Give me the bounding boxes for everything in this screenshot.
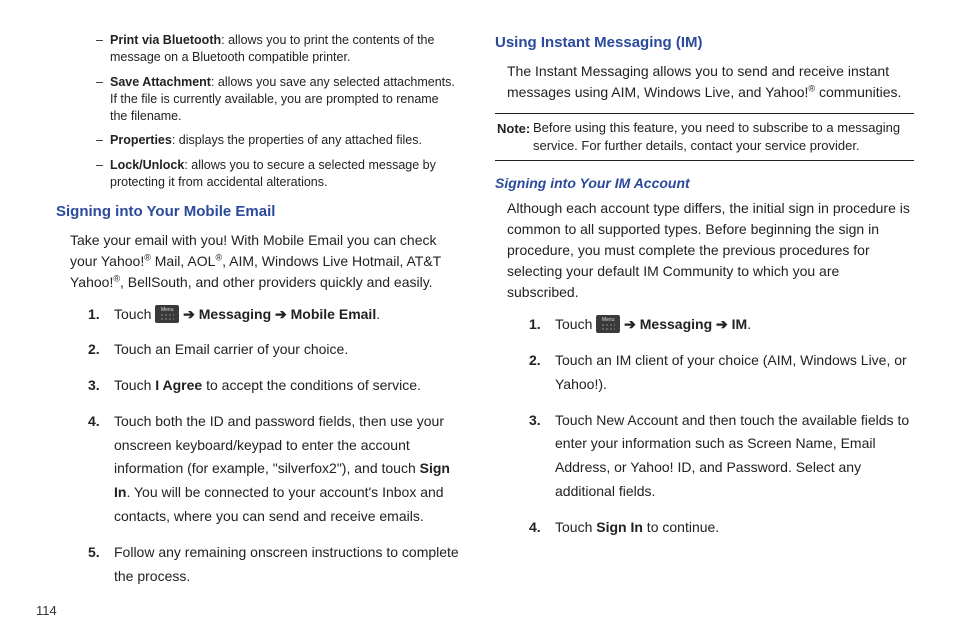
arrow-icon: ➔ (712, 316, 732, 332)
reg-mark: ® (113, 273, 120, 283)
note-text: Before using this feature, you need to s… (497, 119, 912, 154)
step-bold: I Agree (155, 377, 202, 393)
intro-part: , BellSouth, and other providers quickly… (120, 274, 433, 290)
list-item: 5. Follow any remaining onscreen instruc… (88, 541, 459, 589)
dash-item: Lock/Unlock: allows you to secure a sele… (96, 157, 459, 191)
step-text: Touch both the ID and password fields, t… (114, 413, 444, 477)
list-item: 1. Touch ➔ Messaging ➔ IM. (529, 313, 914, 337)
step-text: Follow any remaining onscreen instructio… (114, 544, 459, 584)
step-text: Touch an Email carrier of your choice. (114, 341, 348, 357)
menu-icon (155, 305, 179, 323)
dash-label: Save Attachment (110, 75, 211, 89)
step-bold: Sign In (596, 519, 643, 535)
step-number: 3. (529, 409, 541, 433)
step-text: to continue. (643, 519, 719, 535)
step-number: 4. (529, 516, 541, 540)
intro-text: Take your email with you! With Mobile Em… (40, 230, 459, 293)
note-label: Note: (497, 121, 530, 136)
step-number: 3. (88, 374, 100, 398)
page-container: Print via Bluetooth: allows you to print… (0, 0, 954, 636)
step-text: . (747, 316, 751, 332)
arrow-icon: ➔ (271, 306, 291, 322)
dash-label: Lock/Unlock (110, 158, 184, 172)
note-block: Note: Before using this feature, you nee… (495, 113, 914, 162)
step-number: 5. (88, 541, 100, 565)
step-text: Touch (555, 316, 596, 332)
step-text: . You will be connected to your account'… (114, 484, 444, 524)
step-bold: Messaging (199, 306, 271, 322)
step-text: Touch (114, 306, 155, 322)
step-bold: Mobile Email (291, 306, 377, 322)
dash-text: : displays the properties of any attache… (172, 133, 422, 147)
list-item: 2. Touch an IM client of your choice (AI… (529, 349, 914, 397)
dash-label: Print via Bluetooth (110, 33, 221, 47)
step-text: Touch New Account and then touch the ava… (555, 412, 909, 499)
numbered-list: 1. Touch ➔ Messaging ➔ Mobile Email. 2. … (40, 303, 459, 589)
step-number: 1. (529, 313, 541, 337)
right-column: Using Instant Messaging (IM) The Instant… (495, 32, 914, 616)
step-text: . (376, 306, 380, 322)
list-item: 4. Touch Sign In to continue. (529, 516, 914, 540)
menu-icon (596, 315, 620, 333)
section-heading-mobile-email: Signing into Your Mobile Email (40, 201, 459, 224)
step-bold: IM (732, 316, 748, 332)
sub-intro: Although each account type differs, the … (495, 198, 914, 303)
step-number: 4. (88, 410, 100, 434)
step-text: Touch an IM client of your choice (AIM, … (555, 352, 907, 392)
dash-item: Save Attachment: allows you save any sel… (96, 74, 459, 125)
page-number: 114 (36, 603, 57, 618)
step-number: 2. (88, 338, 100, 362)
dash-list: Print via Bluetooth: allows you to print… (40, 32, 459, 191)
numbered-list-right: 1. Touch ➔ Messaging ➔ IM. 2. Touch an I… (495, 313, 914, 539)
left-column: Print via Bluetooth: allows you to print… (40, 32, 459, 616)
list-item: 2. Touch an Email carrier of your choice… (88, 338, 459, 362)
step-text: to accept the conditions of service. (202, 377, 421, 393)
reg-mark: ® (144, 252, 151, 262)
arrow-icon: ➔ (620, 316, 640, 332)
step-number: 1. (88, 303, 100, 327)
list-item: 1. Touch ➔ Messaging ➔ Mobile Email. (88, 303, 459, 327)
list-item: 3. Touch I Agree to accept the condition… (88, 374, 459, 398)
step-text: Touch (555, 519, 596, 535)
dash-item: Print via Bluetooth: allows you to print… (96, 32, 459, 66)
step-number: 2. (529, 349, 541, 373)
step-bold: Messaging (640, 316, 712, 332)
list-item: 4. Touch both the ID and password fields… (88, 410, 459, 529)
dash-item: Properties: displays the properties of a… (96, 132, 459, 149)
arrow-icon: ➔ (179, 306, 199, 322)
dash-label: Properties (110, 133, 172, 147)
subsection-heading-im-signin: Signing into Your IM Account (495, 173, 914, 194)
section-heading-im: Using Instant Messaging (IM) (495, 32, 914, 55)
intro-part: Mail, AOL (151, 253, 216, 269)
list-item: 3. Touch New Account and then touch the … (529, 409, 914, 504)
intro-part: communities. (815, 84, 901, 100)
step-text: Touch (114, 377, 155, 393)
im-intro: The Instant Messaging allows you to send… (495, 61, 914, 103)
